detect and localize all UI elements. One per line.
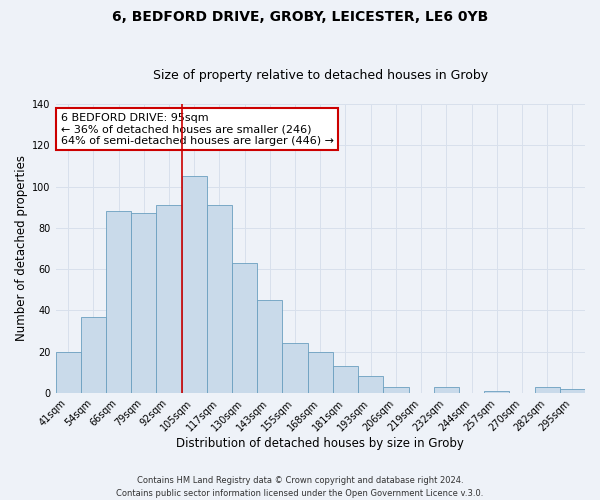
Bar — [333, 366, 358, 393]
Y-axis label: Number of detached properties: Number of detached properties — [15, 156, 28, 342]
Bar — [157, 205, 182, 393]
Bar — [232, 263, 257, 393]
Bar — [106, 212, 131, 393]
Text: Contains HM Land Registry data © Crown copyright and database right 2024.
Contai: Contains HM Land Registry data © Crown c… — [116, 476, 484, 498]
Bar — [484, 391, 509, 393]
X-axis label: Distribution of detached houses by size in Groby: Distribution of detached houses by size … — [176, 437, 464, 450]
Bar — [56, 352, 81, 393]
Bar — [358, 376, 383, 393]
Bar — [81, 316, 106, 393]
Bar — [535, 387, 560, 393]
Text: 6, BEDFORD DRIVE, GROBY, LEICESTER, LE6 0YB: 6, BEDFORD DRIVE, GROBY, LEICESTER, LE6 … — [112, 10, 488, 24]
Bar — [257, 300, 283, 393]
Text: 6 BEDFORD DRIVE: 95sqm
← 36% of detached houses are smaller (246)
64% of semi-de: 6 BEDFORD DRIVE: 95sqm ← 36% of detached… — [61, 112, 334, 146]
Bar — [207, 205, 232, 393]
Bar — [283, 344, 308, 393]
Bar — [131, 214, 157, 393]
Bar — [182, 176, 207, 393]
Bar — [434, 387, 459, 393]
Bar — [308, 352, 333, 393]
Title: Size of property relative to detached houses in Groby: Size of property relative to detached ho… — [153, 69, 488, 82]
Bar — [560, 389, 585, 393]
Bar — [383, 387, 409, 393]
